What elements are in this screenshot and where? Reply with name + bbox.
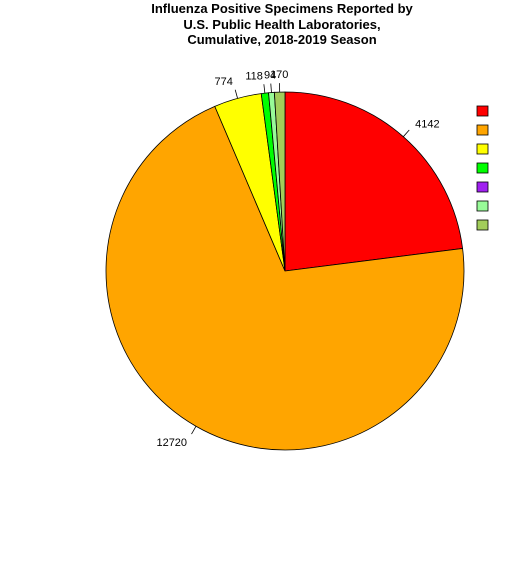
pie-data-label-5: 94 (264, 70, 276, 82)
legend-swatch-4 (476, 181, 489, 193)
pie-label-tick-3 (263, 84, 266, 94)
legend (476, 105, 489, 231)
pie-label-tick-0 (403, 129, 410, 137)
legend-swatch-3 (476, 162, 489, 174)
pie-data-label-2: 774 (214, 76, 232, 88)
pie-slice-1 (105, 105, 465, 451)
legend-swatch-2 (476, 143, 489, 155)
pie-data-label-0: 4142 (415, 118, 439, 130)
pie-data-label-6: 170 (270, 69, 288, 81)
pie-label-tick-2 (234, 89, 238, 99)
legend-swatch-1 (476, 124, 489, 136)
legend-swatch-6 (476, 219, 489, 231)
pie-label-tick-5 (270, 83, 272, 93)
pie-data-label-1: 12720 (156, 437, 187, 449)
chart-title-line-1: Influenza Positive Specimens Reported by (151, 1, 413, 16)
legend-swatch-5 (476, 200, 489, 212)
pie-label-tick-1 (191, 426, 197, 435)
legend-swatch-0 (476, 105, 489, 117)
pie-data-label-3: 118 (245, 70, 263, 82)
chart-title-line-2: U.S. Public Health Laboratories, (183, 17, 380, 32)
chart-title-line-3: Cumulative, 2018-2019 Season (187, 32, 376, 47)
pie-slices (105, 91, 465, 451)
